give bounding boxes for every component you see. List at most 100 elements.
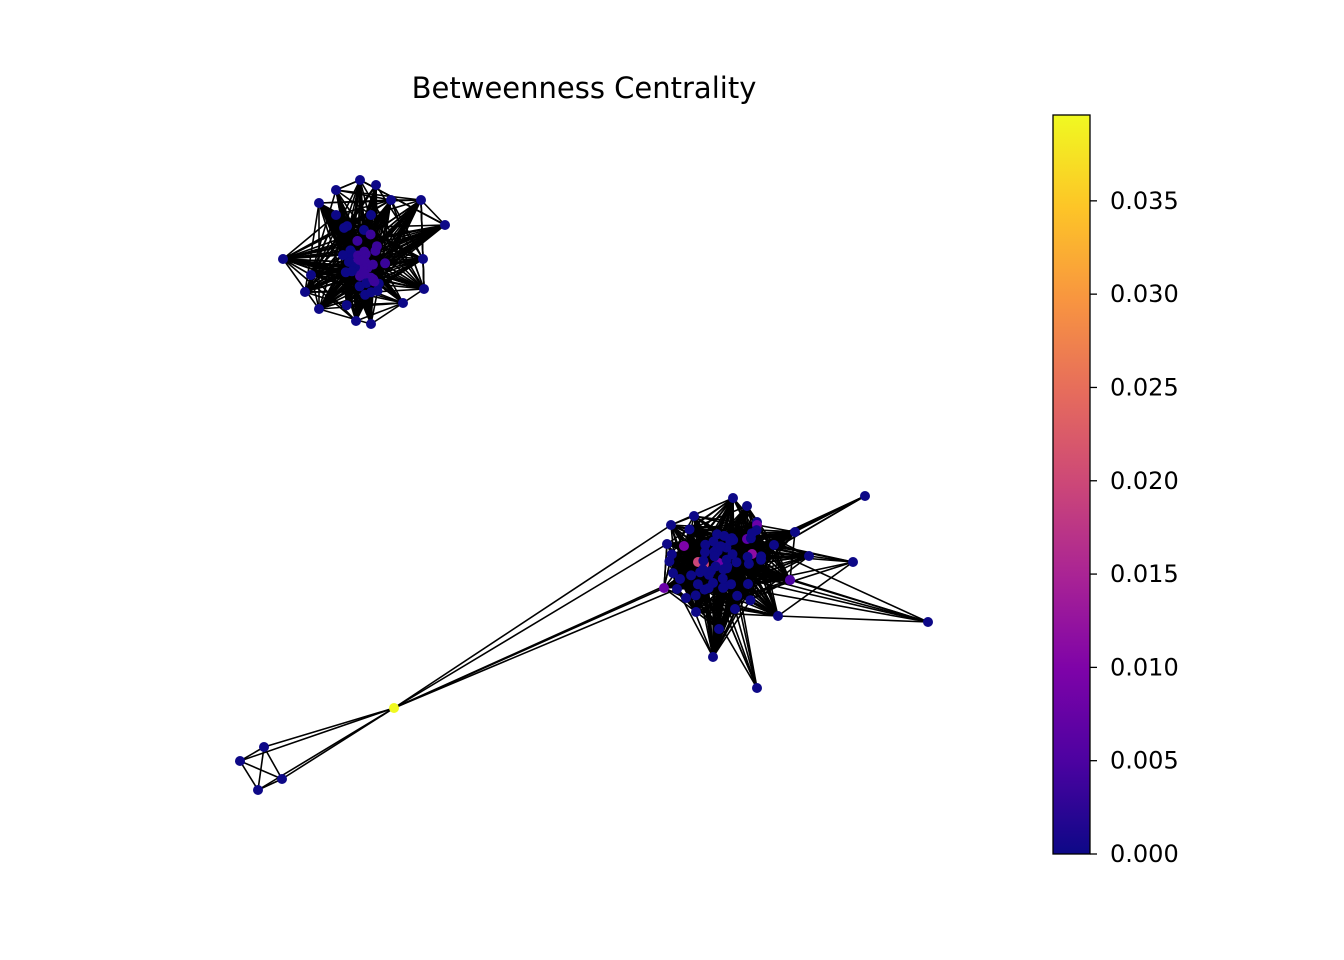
network-node	[692, 579, 703, 590]
network-node	[804, 551, 814, 561]
colorbar-tick-label: 0.030	[1110, 280, 1179, 308]
network-node	[235, 756, 245, 766]
network-edge	[263, 707, 395, 748]
network-node	[690, 590, 701, 601]
colorbar-gradient	[1052, 114, 1091, 855]
network-node	[662, 539, 672, 549]
colorbar-tick-label: 0.020	[1110, 467, 1179, 495]
network-edge	[342, 179, 361, 256]
network-node	[681, 593, 691, 603]
network-node	[372, 285, 383, 296]
network-node	[860, 491, 870, 501]
network-node	[366, 319, 376, 329]
network-node	[659, 583, 669, 593]
network-node	[365, 229, 376, 240]
network-node	[351, 316, 361, 326]
network-edge	[702, 569, 714, 658]
network-node	[684, 524, 695, 535]
network-node	[689, 511, 699, 521]
network-edge	[376, 199, 422, 292]
network-node	[359, 268, 370, 279]
network-node	[773, 611, 783, 621]
network-edge	[773, 544, 791, 581]
network-edge	[335, 189, 372, 216]
network-node	[710, 561, 721, 572]
network-node	[259, 742, 269, 752]
network-node	[366, 210, 376, 220]
network-edge	[746, 538, 929, 623]
network-node	[709, 551, 720, 562]
network-node	[697, 564, 708, 575]
colorbar: 0.000 0.005 0.010 0.015 0.020 0.025 0.030 0.035	[1052, 114, 1179, 868]
network-node	[731, 557, 742, 568]
network-node	[355, 175, 365, 185]
network-node	[679, 541, 689, 551]
network-node	[306, 270, 316, 280]
network-edge	[370, 199, 422, 216]
network-node	[668, 568, 678, 579]
network-edge	[663, 543, 668, 589]
network-edge	[393, 578, 681, 709]
network-node	[369, 276, 380, 287]
network-edge	[689, 528, 757, 531]
network-node	[440, 220, 450, 230]
network-edge	[393, 543, 668, 709]
network-edge	[318, 308, 372, 325]
network-edge	[712, 582, 929, 623]
network-node	[380, 258, 391, 269]
network-edge	[732, 497, 753, 534]
network-node	[721, 563, 732, 574]
network-edge	[374, 258, 424, 283]
network-node	[756, 554, 766, 565]
network-node	[708, 652, 718, 662]
colorbar-tick-label: 0.005	[1110, 747, 1179, 775]
network-node	[345, 245, 356, 256]
network-node	[714, 624, 724, 634]
colorbar-tick-label: 0.015	[1110, 560, 1179, 588]
network-node	[698, 555, 709, 566]
network-node	[331, 185, 341, 195]
network-node	[700, 539, 711, 550]
network-edge	[736, 505, 748, 596]
network-edge	[708, 574, 758, 689]
network-node	[339, 222, 350, 233]
network-node	[752, 683, 762, 693]
network-edge	[689, 505, 748, 531]
network-node	[664, 556, 675, 567]
network-node	[352, 235, 363, 246]
network-node	[338, 250, 348, 261]
network-node	[726, 579, 737, 590]
network-edge	[777, 615, 929, 623]
network-node	[715, 541, 726, 552]
network-node	[691, 607, 701, 617]
network-edge	[393, 588, 678, 709]
network-node	[728, 493, 738, 503]
network-node	[419, 284, 429, 294]
network-edge	[282, 258, 349, 263]
bridge-node	[389, 703, 399, 713]
network-node	[769, 540, 779, 550]
network-node	[742, 501, 752, 511]
colorbar-tick-label: 0.025	[1110, 373, 1179, 401]
network-node	[746, 528, 757, 539]
network-edge	[355, 278, 374, 322]
network-node	[675, 574, 685, 584]
network-node	[398, 298, 408, 308]
colorbar-ticks: 0.000 0.005 0.010 0.015 0.020 0.025 0.030 0.035	[1090, 187, 1179, 868]
network-node	[370, 245, 381, 256]
network-node	[416, 195, 426, 205]
network-node	[703, 583, 714, 594]
network-node	[331, 210, 341, 220]
network-edge	[704, 495, 866, 591]
network-node	[314, 198, 324, 208]
network-edge	[355, 302, 404, 322]
network-edge	[370, 224, 446, 279]
network-edge	[751, 553, 854, 563]
network-edge	[239, 760, 259, 791]
network-node	[346, 266, 357, 277]
network-edge	[370, 290, 379, 325]
network-edge	[695, 561, 854, 613]
network-edge	[420, 199, 446, 226]
network-edge	[712, 584, 732, 658]
network-node	[790, 527, 800, 537]
